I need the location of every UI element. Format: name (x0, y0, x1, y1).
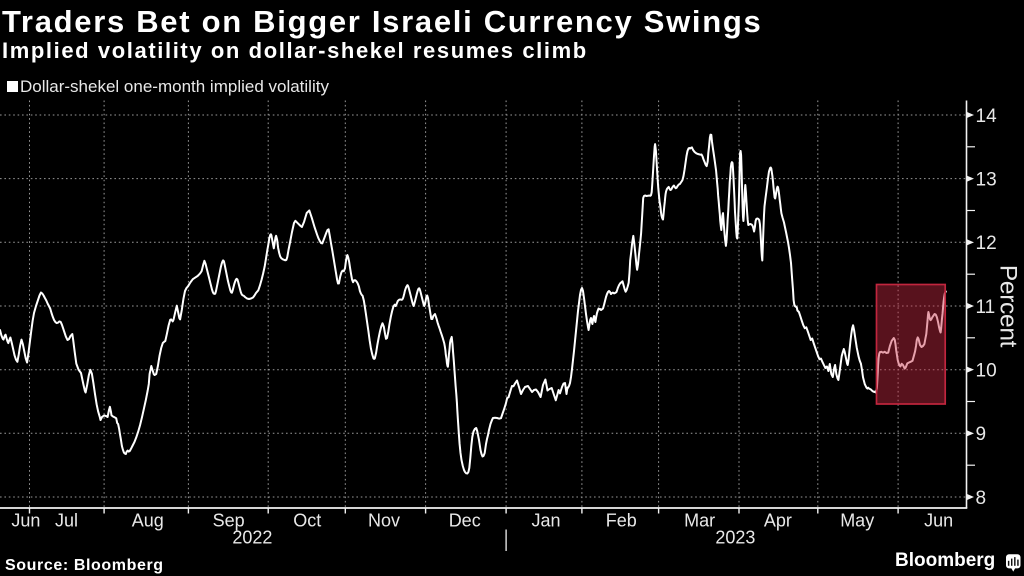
svg-text:Jun: Jun (11, 511, 40, 531)
svg-text:Aug: Aug (132, 511, 164, 531)
svg-text:8: 8 (976, 488, 987, 509)
svg-text:13: 13 (976, 169, 997, 190)
svg-text:2022: 2022 (232, 528, 272, 548)
svg-text:Jul: Jul (55, 511, 78, 531)
svg-text:Jun: Jun (924, 511, 953, 531)
svg-text:12: 12 (976, 233, 997, 254)
svg-text:Jan: Jan (531, 511, 560, 531)
svg-text:11: 11 (976, 297, 996, 318)
svg-text:Nov: Nov (368, 511, 400, 531)
svg-text:Mar: Mar (684, 511, 715, 531)
svg-text:2023: 2023 (715, 528, 755, 548)
svg-text:Feb: Feb (606, 511, 637, 531)
svg-text:14: 14 (976, 106, 998, 127)
svg-text:Sep: Sep (213, 511, 245, 531)
svg-text:10: 10 (976, 361, 997, 382)
svg-text:9: 9 (976, 424, 987, 445)
svg-text:Apr: Apr (764, 511, 792, 531)
svg-text:May: May (840, 511, 874, 531)
svg-text:Percent: Percent (995, 265, 1022, 348)
svg-text:Oct: Oct (293, 511, 321, 531)
svg-text:Dec: Dec (449, 511, 481, 531)
